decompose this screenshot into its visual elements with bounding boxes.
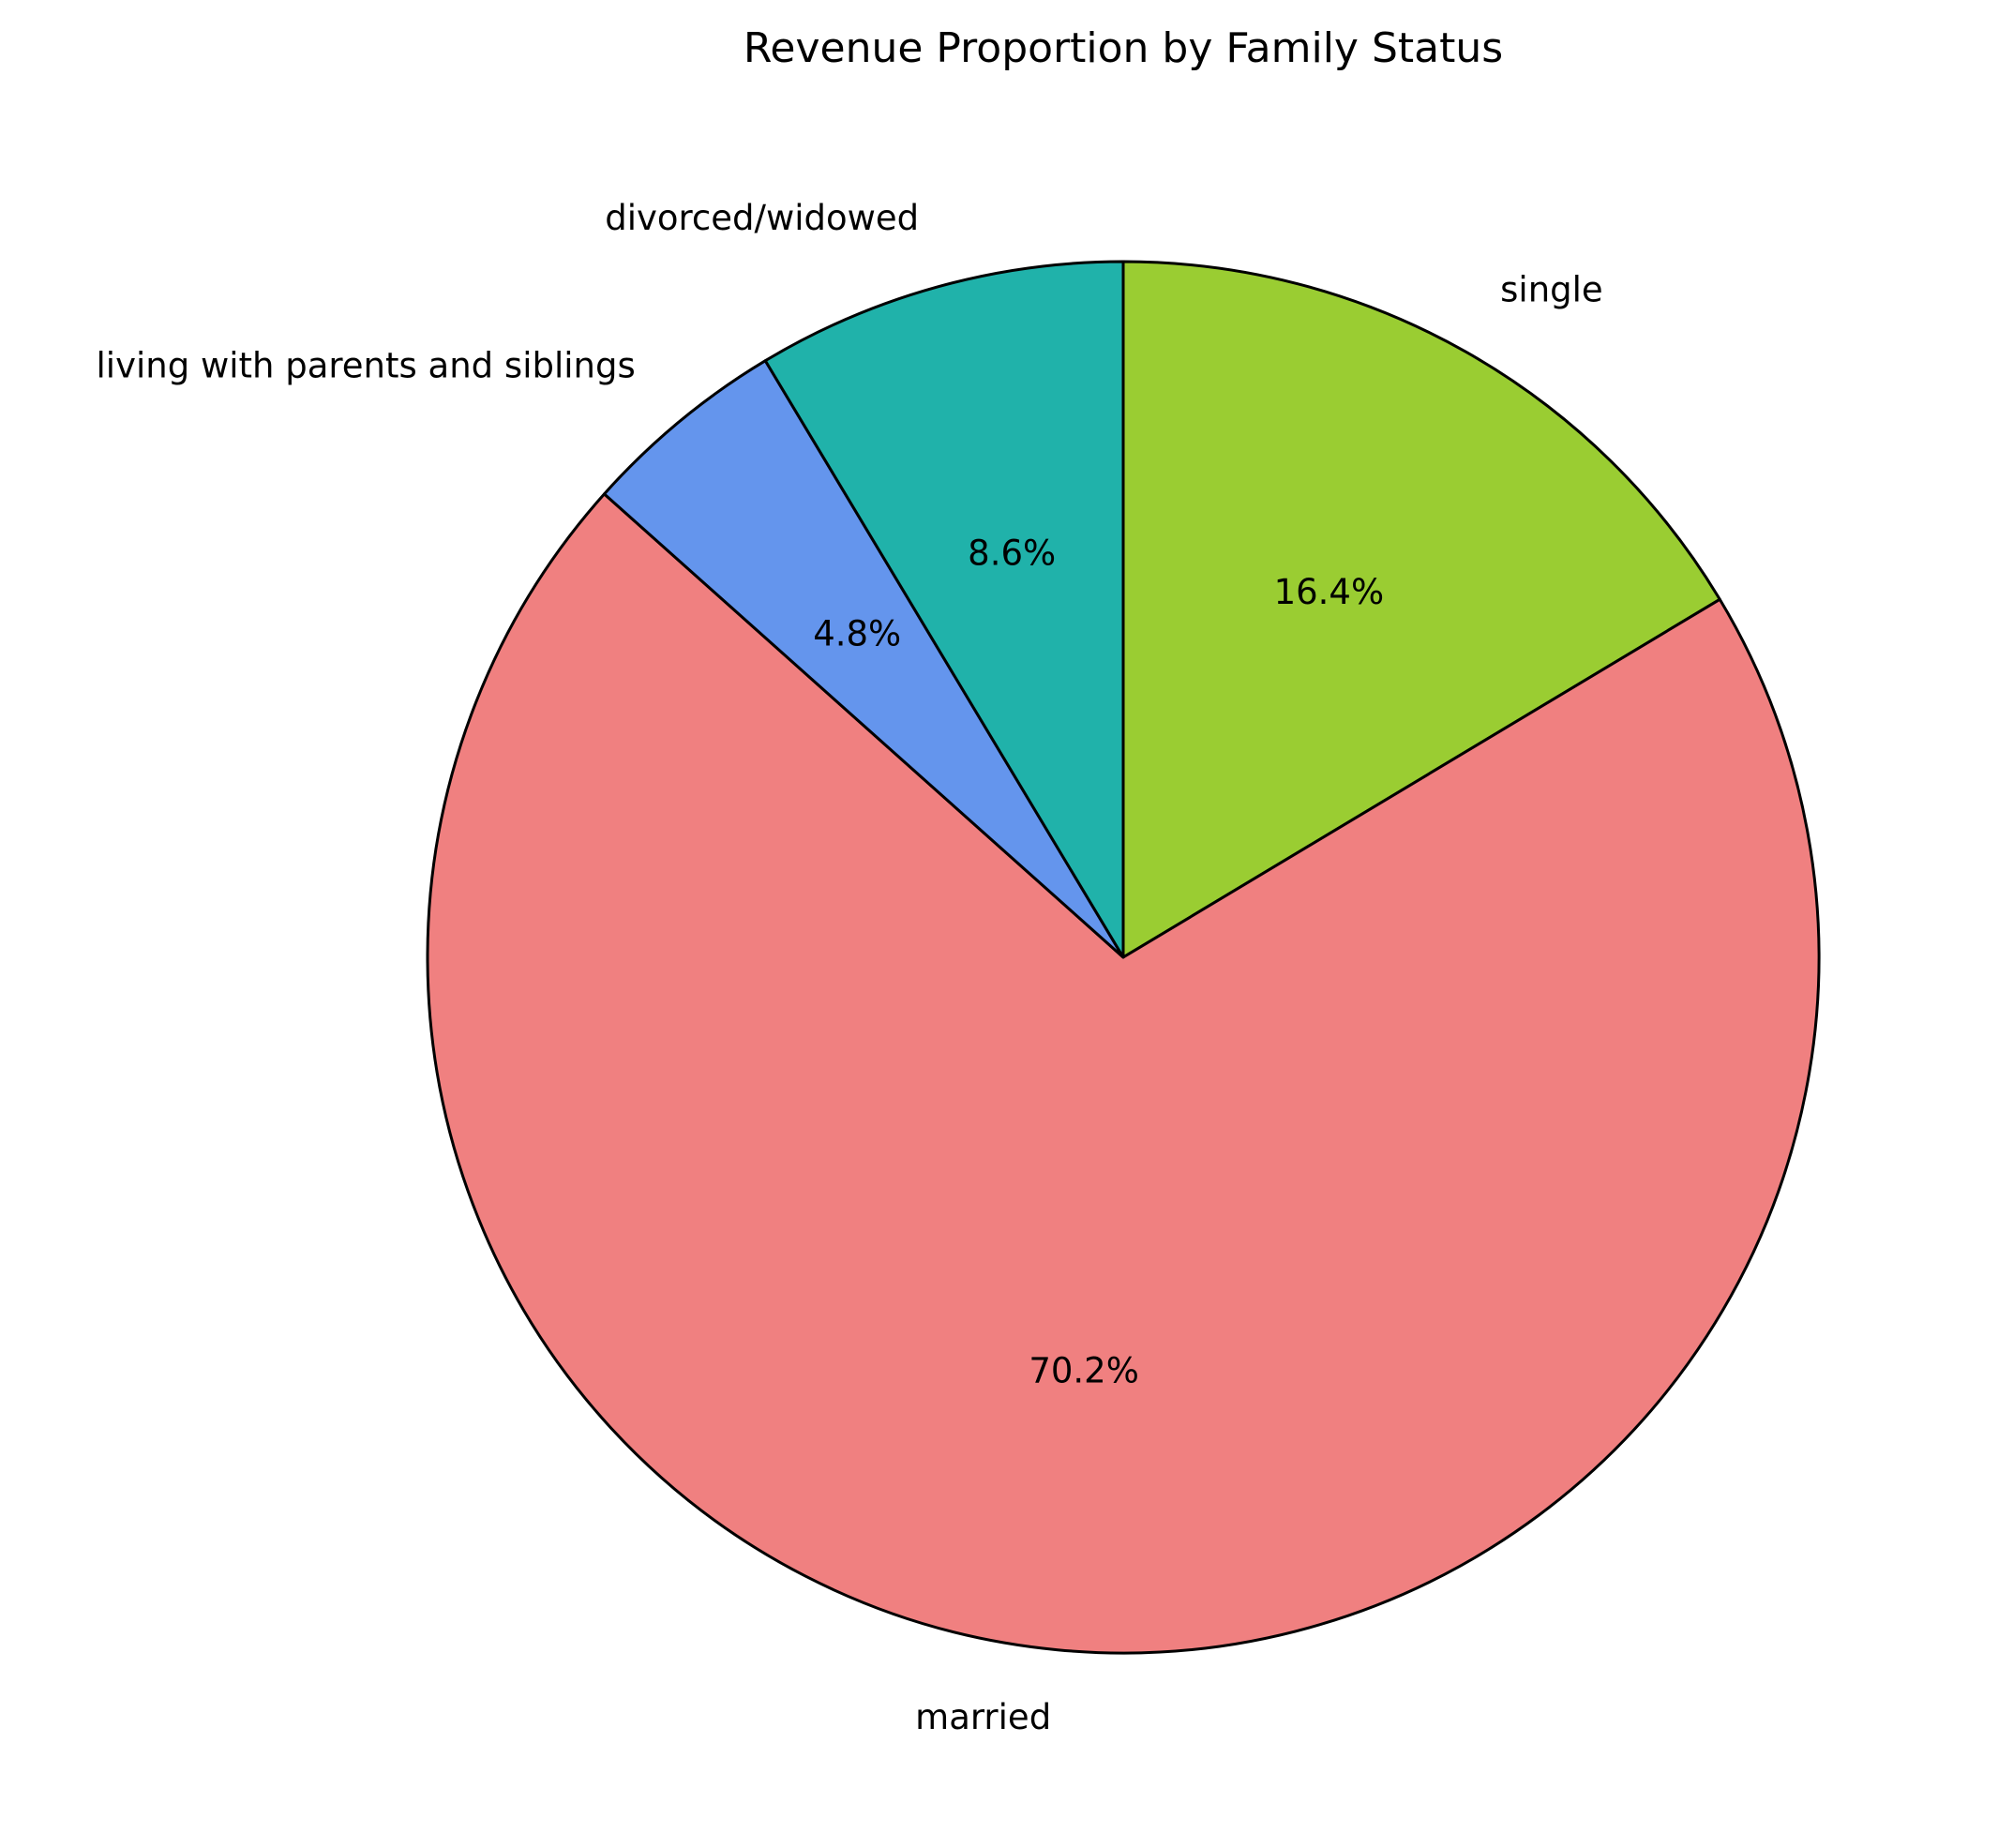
slice-label-divorced-widowed: divorced/widowed (605, 198, 919, 238)
slice-percent-single: 16.4% (1274, 572, 1385, 612)
pie-labels: single 16.4% married 70.2% living with paren… (97, 198, 1603, 1737)
slice-percent-divorced-widowed: 8.6% (968, 533, 1056, 573)
slice-label-married: married (915, 1697, 1051, 1737)
pie-slices (426, 260, 1821, 1655)
chart-title: Revenue Proportion by Family Status (744, 24, 1503, 72)
pie-slice-single (1121, 260, 1721, 959)
pie-slice-married (426, 492, 1821, 1655)
slice-percent-living-with-parents-and-siblings: 4.8% (813, 613, 901, 654)
pie-slice-living-with-parents-and-siblings (603, 359, 1125, 959)
pie-slice-divorced-widowed (763, 260, 1125, 959)
slice-label-single: single (1500, 269, 1603, 309)
slice-percent-married: 70.2% (1029, 1351, 1139, 1391)
slice-label-living-with-parents-and-siblings: living with parents and siblings (97, 346, 636, 386)
